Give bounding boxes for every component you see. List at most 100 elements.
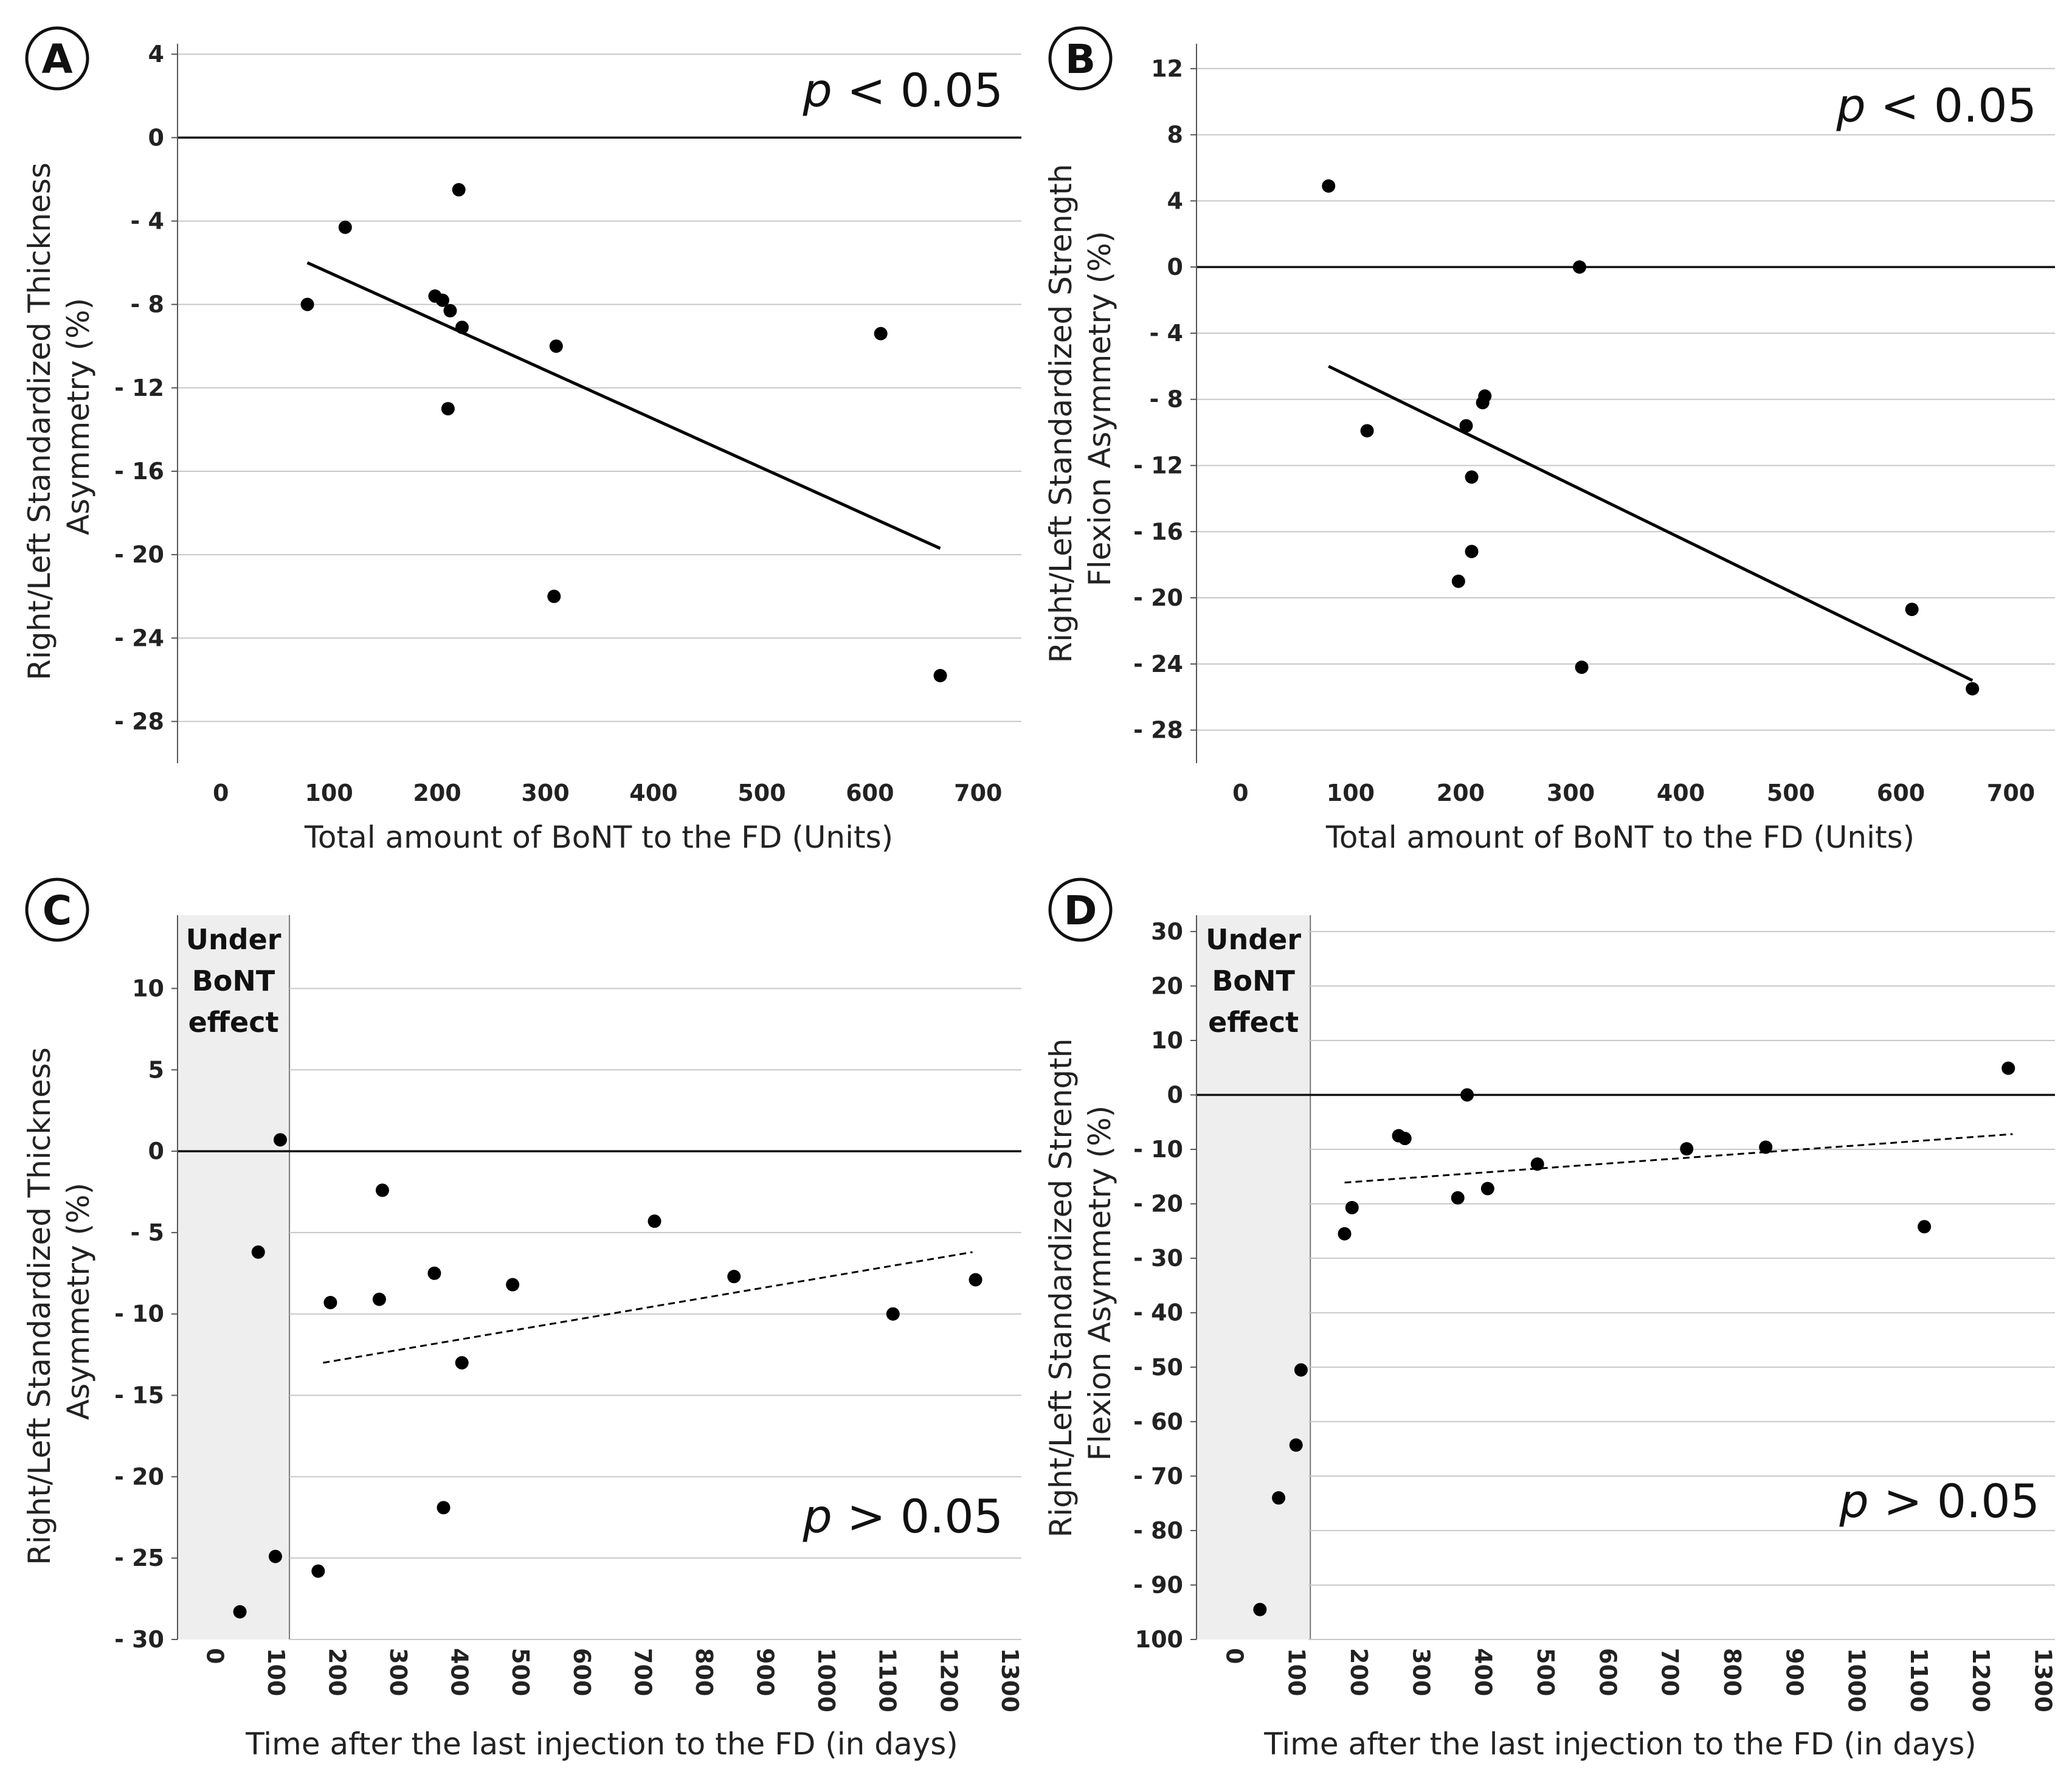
panel-d-x-tick-label: 300	[1407, 1648, 1434, 1696]
panel-a-x-tick-label: 700	[954, 780, 1002, 806]
panel-c-x-tick-label: 1100	[874, 1648, 901, 1712]
panel-c-letter-badge: C	[25, 878, 89, 942]
panel-d-x-tick-label: 900	[1781, 1648, 1808, 1696]
panel-d-data-point	[1289, 1438, 1303, 1452]
panel-b-y-tick-label: - 24	[1133, 651, 1183, 677]
panel-a-x-tick-label: 600	[846, 780, 894, 806]
panel-c-p-threshold: > 0.05	[832, 1489, 1003, 1543]
panel-b-x-tick-label: 700	[1987, 780, 2035, 806]
panel-c-y-tick-label: - 10	[114, 1301, 164, 1328]
panel-c-data-point	[886, 1307, 900, 1321]
panel-b-p-value: p < 0.05	[1836, 78, 2037, 133]
panel-c-data-point	[268, 1549, 282, 1563]
panel-c-shade-group: Under BoNT effect	[178, 915, 291, 1639]
panel-a-y-axis-title-line-1: Right/Left Standardized Thickness	[22, 162, 57, 680]
panel-b-x-tick-label: 200	[1437, 780, 1485, 806]
panel-a-y-tick-label: - 20	[114, 541, 164, 568]
panel-b: 0 100 200 300 400 500 600 700 12 8 4 0 - 4 - 8 - 12 - …	[1043, 26, 2055, 855]
panel-c-x-tick-label: 500	[507, 1648, 534, 1696]
panel-d-shade-label-0: Under	[1206, 923, 1301, 956]
panel-d-shade-label-2: effect	[1208, 1006, 1299, 1039]
panel-c-x-tick-label: 400	[446, 1648, 473, 1696]
panel-c-y-tick-label: 0	[148, 1138, 164, 1165]
panel-c-x-tick-label: 900	[752, 1648, 779, 1696]
panel-d-data-points	[1253, 1061, 2015, 1616]
panel-a-y-axis-title: Right/Left Standardized Thickness Asymme…	[22, 153, 96, 680]
panel-c-y-axis-title-line-1: Right/Left Standardized Thickness	[22, 1047, 57, 1565]
panel-b-data-point	[1575, 660, 1589, 674]
panel-d-y-tick-label: - 70	[1133, 1463, 1183, 1489]
panel-c-shade-region	[178, 915, 290, 1639]
panel-d-fit-group	[1344, 1133, 2013, 1184]
panel-d-data-point	[1345, 1200, 1359, 1214]
panel-d-x-tick-label: 100	[1283, 1648, 1310, 1696]
panel-a-y-tick-label: - 28	[114, 708, 164, 735]
panel-d-data-point	[2001, 1061, 2015, 1075]
panel-b-data-point	[1459, 419, 1473, 433]
panel-d-x-tick-label: 200	[1345, 1648, 1372, 1696]
panel-a-p-symbol: p	[803, 63, 832, 117]
panel-b-x-tick-label: 500	[1767, 780, 1815, 806]
panel-d-y-tick-label: - 20	[1133, 1191, 1183, 1217]
panel-a-data-point	[874, 327, 888, 341]
panel-b-x-tick-label: 0	[1232, 780, 1248, 806]
panel-a-y-tick-label: - 8	[131, 291, 164, 318]
panel-d-x-tick-label: 1300	[2030, 1648, 2057, 1712]
panel-a-x-tick-label: 400	[629, 780, 677, 806]
panel-d-x-tick-label: 700	[1657, 1648, 1684, 1696]
panel-a-x-tick-label: 300	[521, 780, 569, 806]
panel-b-y-tick-label: - 4	[1150, 320, 1183, 347]
panel-c-y-tick-label: 5	[148, 1056, 164, 1083]
panel-a-x-axis-title: Total amount of BoNT to the FD (Units)	[304, 820, 893, 855]
panel-b-y-axis-title-line-2: Flexion Asymmetry (%)	[1082, 231, 1117, 586]
panel-a-y-tick-label: - 16	[114, 458, 164, 485]
panel-d-y-tick-label: 10	[1151, 1027, 1183, 1054]
panel-c-y-tick-label: - 5	[131, 1219, 164, 1246]
panel-b-y-tick-label: - 20	[1133, 584, 1183, 611]
panel-c-shade-label-2: effect	[188, 1006, 279, 1039]
panel-b-letter-badge: B	[1048, 26, 1113, 91]
panel-d-data-point	[1480, 1182, 1494, 1196]
panel-c-shade-label-1: BoNT	[192, 964, 275, 997]
panel-b-data-point	[1478, 389, 1492, 403]
panel-b-gridlines	[1197, 68, 2055, 731]
panel-a-data-point	[300, 297, 314, 311]
panel-d-x-tick-label: 1000	[1843, 1648, 1870, 1712]
panel-c-y-tick-labels: 10 5 0 - 5 - 10 - 15 - 20 - 25 - 30	[114, 975, 164, 1653]
panel-d-y-tick-label: - 60	[1133, 1408, 1183, 1435]
panel-a-data-point	[338, 220, 352, 234]
panel-d-y-tick-label: 100	[1135, 1626, 1183, 1653]
panel-a-data-points	[300, 183, 947, 682]
panel-c-data-point	[372, 1292, 386, 1306]
panel-a-x-tick-label: 200	[413, 780, 461, 806]
panel-b-p-threshold: < 0.05	[1866, 78, 2037, 133]
panel-c-y-tick-label: - 25	[114, 1545, 164, 1571]
panel-a-p-value: p < 0.05	[803, 63, 1003, 117]
panel-d-y-tick-label: - 80	[1133, 1517, 1183, 1544]
panel-b-x-tick-label: 300	[1547, 780, 1595, 806]
panel-b-y-tick-label: 0	[1167, 254, 1183, 280]
panel-d-y-tick-label: 30	[1151, 918, 1183, 945]
panel-d-data-point	[1680, 1142, 1694, 1156]
panel-d-x-tick-label: 400	[1470, 1648, 1497, 1696]
panel-b-fit-group	[1328, 365, 1974, 682]
panel-b-data-point	[1572, 260, 1586, 274]
panel-c-data-point	[506, 1278, 520, 1292]
panel-b-data-point	[1465, 470, 1479, 484]
panel-b-y-tick-labels: 12 8 4 0 - 4 - 8 - 12 - 16 - 20 - 24 - 28	[1133, 55, 1183, 744]
panel-c-x-tick-label: 1200	[935, 1648, 962, 1712]
panel-d-y-tick-label: - 40	[1133, 1300, 1183, 1326]
panel-d-p-value: p > 0.05	[1839, 1474, 2040, 1528]
panel-a-y-tick-label: 4	[148, 41, 164, 68]
panel-b-y-tick-label: - 16	[1133, 518, 1183, 545]
panel-c-x-tick-label: 300	[385, 1648, 412, 1696]
panel-b-data-point	[1905, 603, 1919, 617]
panel-b-y-tick-label: 12	[1151, 55, 1183, 82]
panel-d-shade-group: Under BoNT effect	[1197, 915, 1311, 1639]
panel-c-data-point	[727, 1270, 741, 1284]
panel-c-p-symbol: p	[803, 1489, 832, 1543]
panel-c-data-point	[969, 1273, 982, 1287]
